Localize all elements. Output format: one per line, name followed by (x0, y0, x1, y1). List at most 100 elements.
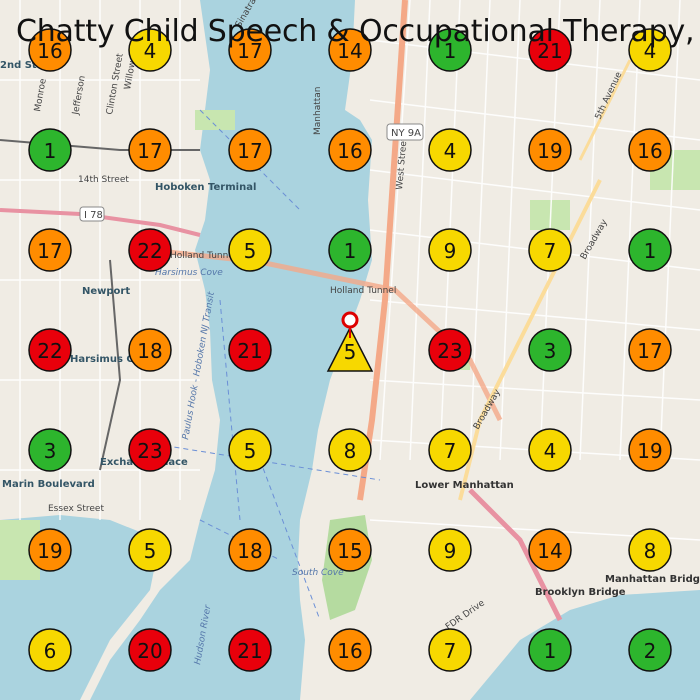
marker-circle[interactable] (628, 328, 672, 372)
marker-r1-c3[interactable]: 16 (328, 128, 372, 172)
marker-r2-c6[interactable]: 1 (628, 228, 672, 272)
marker-circle[interactable] (28, 628, 72, 672)
marker-circle[interactable] (128, 428, 172, 472)
marker-r4-c5[interactable]: 4 (528, 428, 572, 472)
marker-r5-c1[interactable]: 5 (128, 528, 172, 572)
marker-r3-c5[interactable]: 3 (528, 328, 572, 372)
marker-r2-c5[interactable]: 7 (528, 228, 572, 272)
marker-r3-c4[interactable]: 23 (428, 328, 472, 372)
marker-circle[interactable] (428, 428, 472, 472)
marker-circle[interactable] (228, 28, 272, 72)
marker-circle[interactable] (28, 328, 72, 372)
marker-circle[interactable] (328, 228, 372, 272)
marker-circle[interactable] (128, 628, 172, 672)
marker-r6-c2[interactable]: 21 (228, 628, 272, 672)
marker-r0-c3[interactable]: 14 (328, 28, 372, 72)
target-triangle[interactable] (326, 326, 374, 372)
marker-r6-c5[interactable]: 1 (528, 628, 572, 672)
marker-circle[interactable] (28, 528, 72, 572)
marker-circle[interactable] (228, 528, 272, 572)
marker-circle[interactable] (328, 628, 372, 672)
marker-circle[interactable] (328, 28, 372, 72)
marker-circle[interactable] (528, 28, 572, 72)
marker-circle[interactable] (428, 128, 472, 172)
marker-r0-c5[interactable]: 21 (528, 28, 572, 72)
marker-r2-c3[interactable]: 1 (328, 228, 372, 272)
marker-r4-c0[interactable]: 3 (28, 428, 72, 472)
marker-r2-c1[interactable]: 22 (128, 228, 172, 272)
marker-circle[interactable] (628, 428, 672, 472)
marker-circle[interactable] (528, 628, 572, 672)
marker-r1-c0[interactable]: 1 (28, 128, 72, 172)
marker-circle[interactable] (128, 528, 172, 572)
marker-r6-c0[interactable]: 6 (28, 628, 72, 672)
marker-circle[interactable] (428, 28, 472, 72)
marker-r5-c2[interactable]: 18 (228, 528, 272, 572)
marker-r6-c6[interactable]: 2 (628, 628, 672, 672)
marker-circle[interactable] (128, 128, 172, 172)
marker-r6-c1[interactable]: 20 (128, 628, 172, 672)
marker-r0-c2[interactable]: 17 (228, 28, 272, 72)
marker-circle[interactable] (228, 128, 272, 172)
marker-r2-c2[interactable]: 5 (228, 228, 272, 272)
marker-circle[interactable] (228, 228, 272, 272)
marker-circle[interactable] (228, 328, 272, 372)
marker-r1-c1[interactable]: 17 (128, 128, 172, 172)
marker-circle[interactable] (128, 228, 172, 272)
marker-circle[interactable] (28, 428, 72, 472)
marker-circle[interactable] (328, 528, 372, 572)
marker-circle[interactable] (528, 528, 572, 572)
marker-r4-c3[interactable]: 8 (328, 428, 372, 472)
marker-r2-c4[interactable]: 9 (428, 228, 472, 272)
marker-r3-c1[interactable]: 18 (128, 328, 172, 372)
marker-circle[interactable] (628, 628, 672, 672)
marker-circle[interactable] (28, 128, 72, 172)
marker-circle[interactable] (628, 228, 672, 272)
marker-r5-c6[interactable]: 8 (628, 528, 672, 572)
marker-r0-c4[interactable]: 1 (428, 28, 472, 72)
marker-circle[interactable] (328, 128, 372, 172)
marker-circle[interactable] (528, 228, 572, 272)
marker-r6-c4[interactable]: 7 (428, 628, 472, 672)
marker-circle[interactable] (528, 128, 572, 172)
target-marker[interactable]: 5 (326, 311, 374, 372)
marker-circle[interactable] (428, 328, 472, 372)
marker-circle[interactable] (228, 428, 272, 472)
marker-circle[interactable] (628, 128, 672, 172)
marker-r5-c5[interactable]: 14 (528, 528, 572, 572)
marker-circle[interactable] (528, 428, 572, 472)
marker-r1-c6[interactable]: 16 (628, 128, 672, 172)
marker-circle[interactable] (428, 528, 472, 572)
marker-r6-c3[interactable]: 16 (328, 628, 372, 672)
marker-r5-c3[interactable]: 15 (328, 528, 372, 572)
marker-r5-c0[interactable]: 19 (28, 528, 72, 572)
marker-r0-c6[interactable]: 4 (628, 28, 672, 72)
marker-r5-c4[interactable]: 9 (428, 528, 472, 572)
marker-circle[interactable] (428, 228, 472, 272)
marker-circle[interactable] (128, 28, 172, 72)
marker-r3-c0[interactable]: 22 (28, 328, 72, 372)
marker-circle[interactable] (328, 428, 372, 472)
marker-r4-c2[interactable]: 5 (228, 428, 272, 472)
marker-r1-c4[interactable]: 4 (428, 128, 472, 172)
marker-r4-c1[interactable]: 23 (128, 428, 172, 472)
marker-circle[interactable] (628, 528, 672, 572)
marker-r4-c6[interactable]: 19 (628, 428, 672, 472)
marker-r1-c5[interactable]: 19 (528, 128, 572, 172)
marker-r3-c6[interactable]: 17 (628, 328, 672, 372)
marker-r0-c0[interactable]: 16 (28, 28, 72, 72)
marker-r3-c2[interactable]: 21 (228, 328, 272, 372)
marker-circle[interactable] (228, 628, 272, 672)
marker-r1-c2[interactable]: 17 (228, 128, 272, 172)
marker-circle[interactable] (528, 328, 572, 372)
marker-r0-c1[interactable]: 4 (128, 28, 172, 72)
marker-circle[interactable] (28, 28, 72, 72)
fifth-ave-road (578, 59, 632, 161)
marker-r4-c4[interactable]: 7 (428, 428, 472, 472)
marker-circle[interactable] (28, 228, 72, 272)
marker-r2-c0[interactable]: 17 (28, 228, 72, 272)
marker-circle[interactable] (428, 628, 472, 672)
marker-circle[interactable] (628, 28, 672, 72)
marker-circle[interactable] (128, 328, 172, 372)
